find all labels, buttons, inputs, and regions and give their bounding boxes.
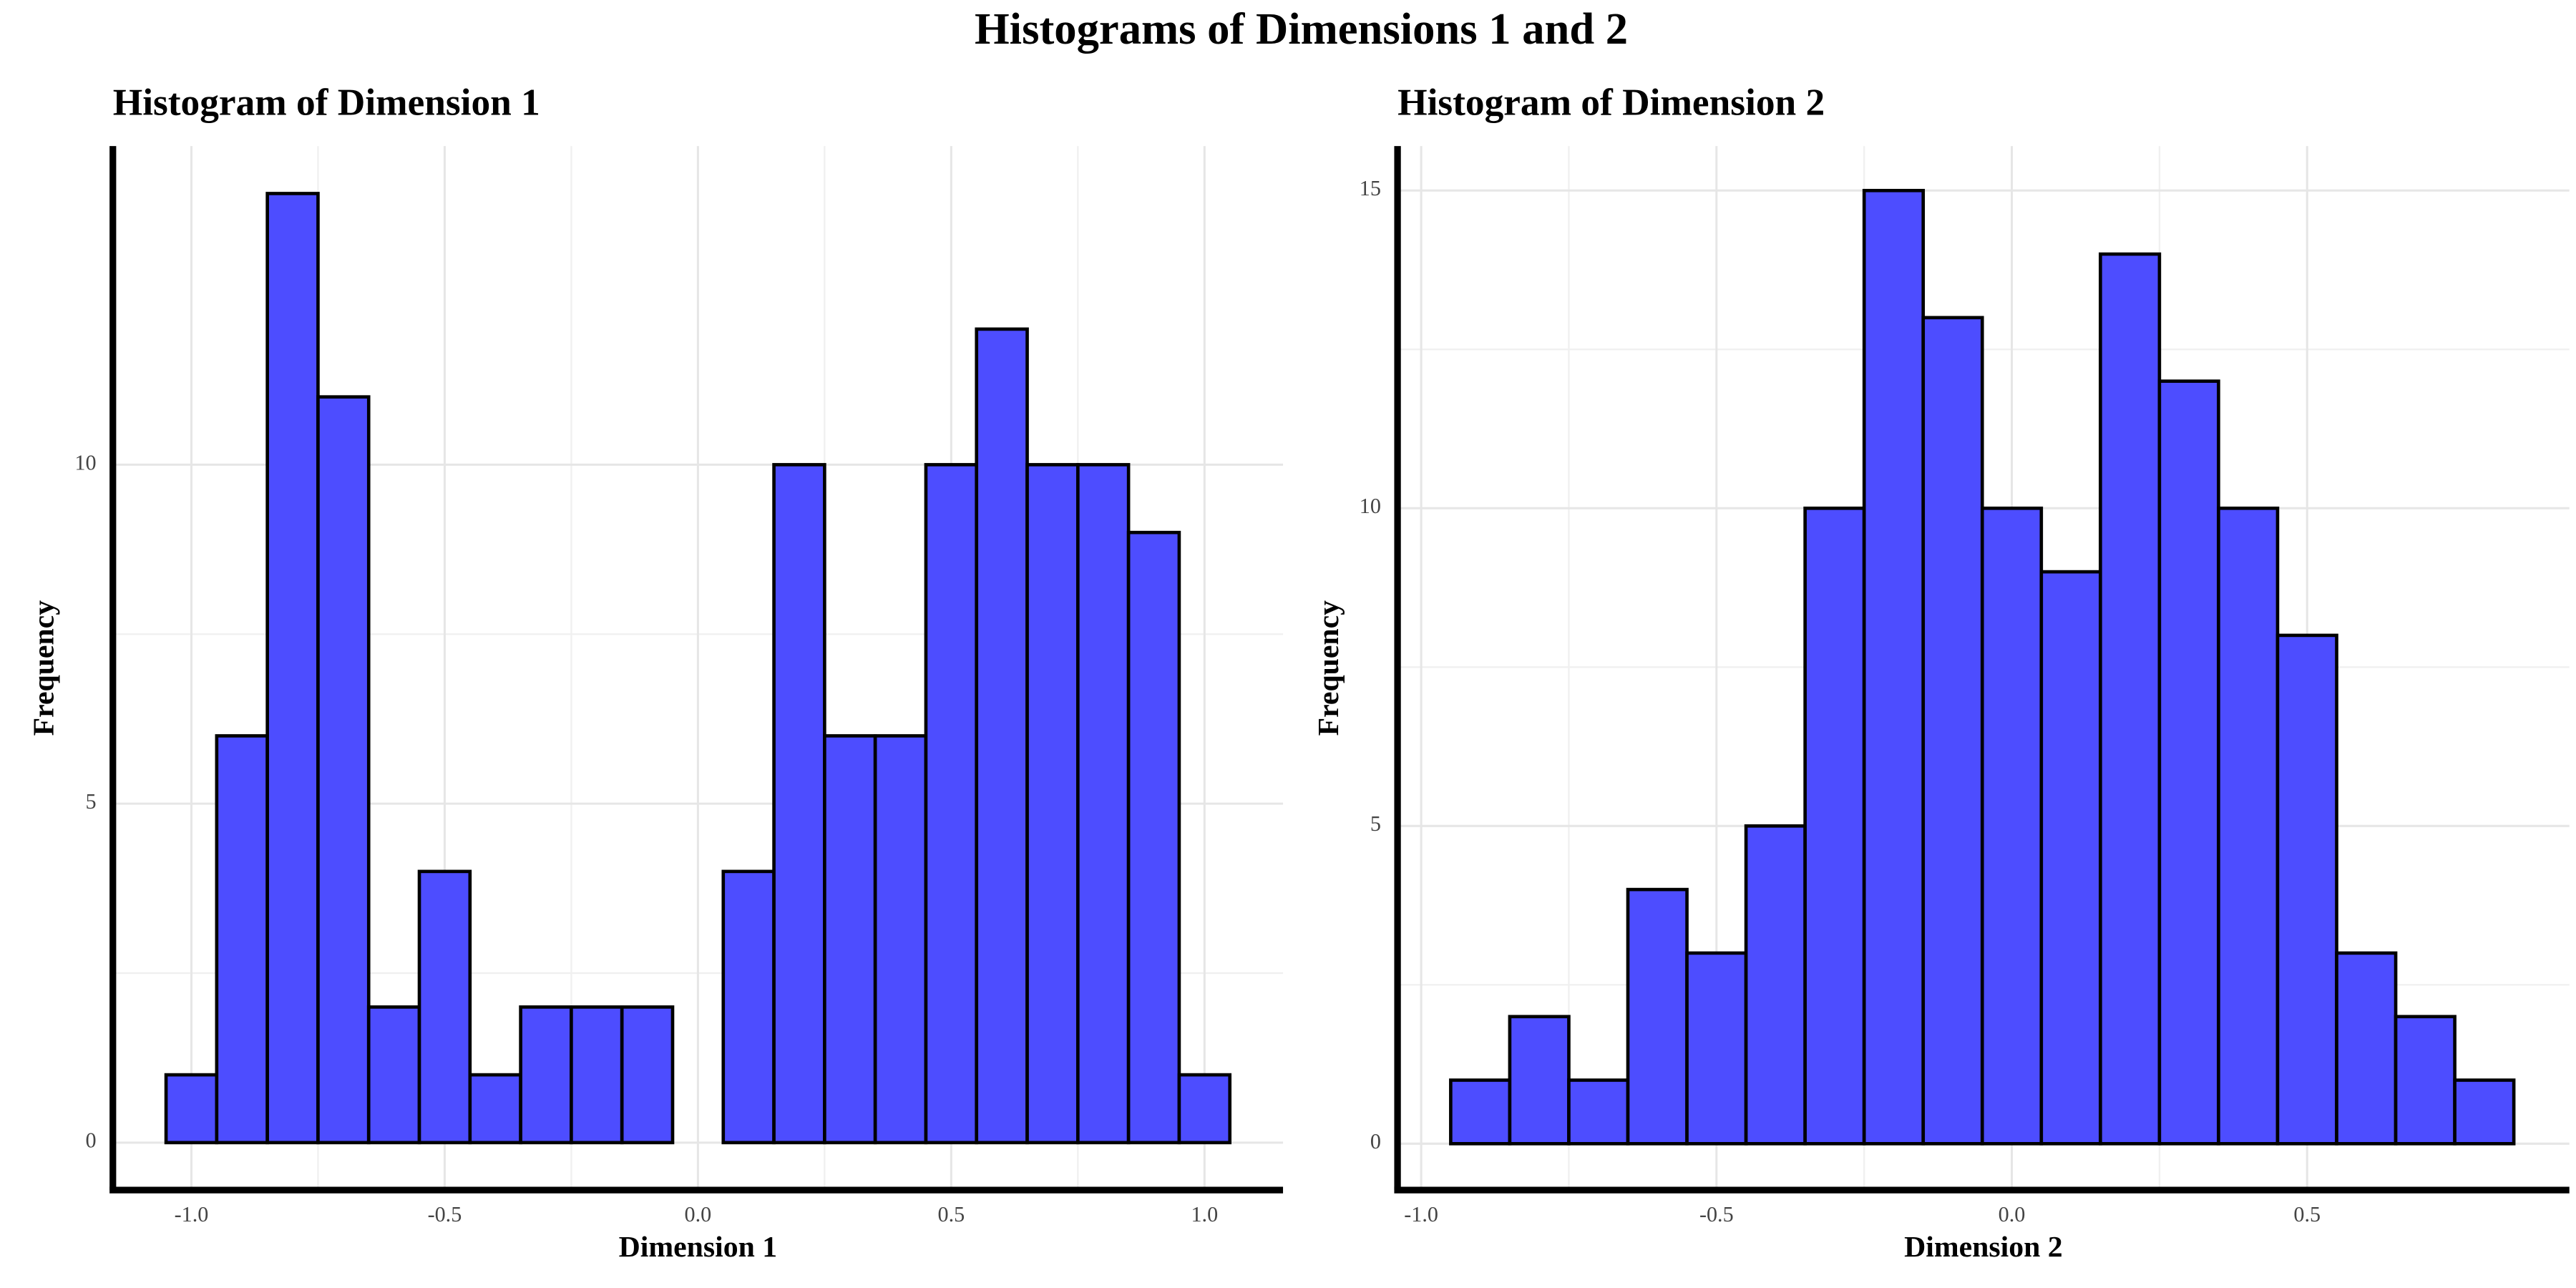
bar <box>2453 1078 2516 1146</box>
bar <box>468 1073 522 1145</box>
bar <box>519 1005 573 1145</box>
x-tick-label: 0.0 <box>685 1202 712 1226</box>
y-tick-label: 0 <box>85 1128 96 1153</box>
bar <box>2157 379 2220 1146</box>
y-tick-label: 15 <box>1360 176 1381 200</box>
bar <box>1862 188 1926 1146</box>
bar <box>2394 1015 2457 1146</box>
bar <box>1921 316 1984 1146</box>
bar <box>1076 463 1131 1145</box>
y-tick-label: 10 <box>74 450 96 474</box>
panel-title: Histogram of Dimension 1 <box>113 81 540 124</box>
x-axis-label: Dimension 2 <box>1904 1231 2063 1264</box>
bar <box>1567 1078 1630 1146</box>
figure-title: Histograms of Dimensions 1 and 2 <box>975 4 1628 54</box>
x-tick-label: 0.0 <box>1999 1202 2026 1226</box>
bar <box>265 192 320 1145</box>
x-tick-label: -0.5 <box>1699 1202 1734 1226</box>
x-tick-label: 1.0 <box>1191 1202 1218 1226</box>
bar <box>1685 951 1748 1146</box>
x-tick-label: -1.0 <box>175 1202 209 1226</box>
bar <box>1803 506 1866 1146</box>
x-tick-label: -0.5 <box>428 1202 462 1226</box>
y-axis-label: Frequency <box>28 600 61 736</box>
bar <box>1980 506 2044 1146</box>
bar <box>2335 951 2398 1146</box>
y-tick-label: 5 <box>85 789 96 814</box>
panel: 0 5 10 15 -1.0 -0.5 0.0 0.5 Histogram of Dimensi… <box>1312 81 2570 1264</box>
bar <box>924 463 979 1145</box>
x-tick-label: 0.5 <box>2293 1202 2321 1226</box>
bar <box>721 869 776 1145</box>
panel: 0 5 10 -1.0 -0.5 0.0 0.5 1.0 Histogram of Dimens… <box>28 81 1284 1264</box>
bar <box>366 1005 421 1145</box>
bar <box>1025 463 1080 1145</box>
bar <box>620 1005 675 1145</box>
y-tick-label: 10 <box>1360 494 1381 518</box>
y-axis-label: Frequency <box>1312 600 1345 736</box>
x-axis-label: Dimension 1 <box>619 1231 778 1264</box>
bar <box>316 395 371 1145</box>
y-tick-label: 0 <box>1370 1129 1381 1153</box>
bar <box>1508 1015 1571 1146</box>
bar <box>1744 824 1807 1146</box>
bar <box>1626 887 1689 1146</box>
bar <box>873 734 928 1145</box>
bar <box>823 734 877 1145</box>
bar <box>417 869 472 1145</box>
bar <box>1126 530 1181 1145</box>
bar <box>2099 252 2162 1146</box>
bar <box>975 327 1029 1145</box>
bar <box>1177 1073 1232 1145</box>
y-tick-label: 5 <box>1370 811 1381 836</box>
panel-title: Histogram of Dimension 2 <box>1397 81 1825 124</box>
bar <box>1449 1078 1512 1146</box>
bar <box>164 1073 219 1145</box>
x-tick-label: -1.0 <box>1404 1202 1438 1226</box>
bar <box>2039 570 2102 1146</box>
bar <box>215 734 269 1145</box>
x-tick-label: 0.5 <box>938 1202 965 1226</box>
bar <box>570 1005 624 1145</box>
bar <box>2275 633 2338 1146</box>
bar <box>2217 506 2280 1146</box>
bar <box>772 463 826 1145</box>
